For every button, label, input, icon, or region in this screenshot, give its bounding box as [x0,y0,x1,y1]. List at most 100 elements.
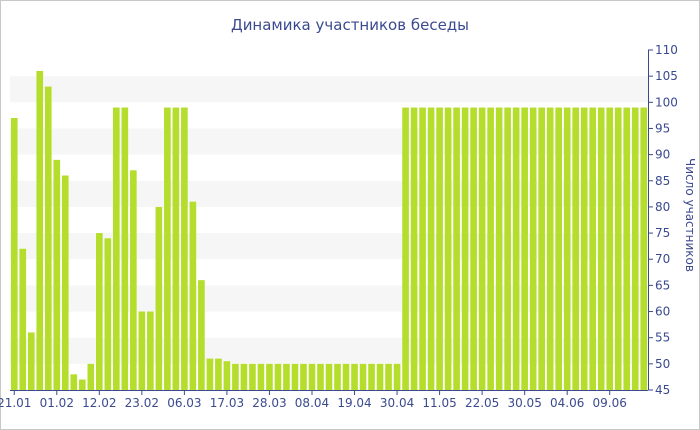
x-tick-label: 09.06 [593,396,627,410]
bar[interactable] [385,363,392,390]
bar[interactable] [291,363,299,390]
x-tick-label: 22.05 [465,396,499,410]
bar[interactable] [78,379,86,390]
y-tick-label: 95 [655,121,670,135]
bar[interactable] [104,238,112,390]
bar[interactable] [283,363,290,390]
bar[interactable] [61,175,69,390]
bar[interactable] [300,363,307,390]
bar[interactable] [376,363,384,390]
y-tick-label: 60 [655,305,670,319]
y-tick-label: 75 [655,226,670,240]
bar[interactable] [512,107,520,391]
y-tick-label: 65 [655,278,670,292]
bar[interactable] [538,107,545,391]
bar[interactable] [368,363,375,390]
x-tick-label: 19.04 [337,396,371,410]
x-tick-label: 30.05 [507,396,541,410]
y-tick-label: 70 [655,252,670,266]
bar[interactable] [546,107,554,391]
x-tick-label: 30.04 [380,396,414,410]
bar[interactable] [147,311,154,390]
bar[interactable] [572,107,580,391]
bar[interactable] [215,358,222,390]
bar[interactable] [70,374,78,390]
y-tick-label: 45 [655,383,670,397]
bar[interactable] [206,358,214,390]
bar[interactable] [580,107,588,391]
bar[interactable] [393,363,401,390]
bar[interactable] [589,107,597,391]
bar[interactable] [19,248,27,390]
bar[interactable] [359,363,367,390]
y-axis-ticks: 45 50 55 60 65 70 75 80 85 90 95 100 105 110 [648,43,678,397]
x-tick-label: 06.03 [167,396,201,410]
bar[interactable] [10,118,18,390]
bar[interactable] [198,280,205,390]
bar[interactable] [495,107,503,391]
bar[interactable] [351,363,358,390]
bar[interactable] [223,361,231,390]
bar[interactable] [521,107,528,391]
bar[interactable] [461,107,469,391]
bar[interactable] [232,363,239,390]
bar[interactable] [96,233,103,390]
bar[interactable] [529,107,537,391]
bar[interactable] [87,363,95,390]
bar[interactable] [155,206,163,390]
bar[interactable] [138,311,146,390]
grid-band [10,76,648,103]
y-axis-label: Число участников [683,158,697,272]
x-tick-label: 17.03 [210,396,244,410]
bar[interactable] [181,107,188,391]
bar[interactable] [308,363,316,390]
bar[interactable] [453,107,460,391]
bar[interactable] [606,107,614,391]
bar[interactable] [325,363,333,390]
bar[interactable] [563,107,571,391]
bar[interactable] [113,107,120,391]
bar[interactable] [402,107,409,391]
x-tick-label: 04.06 [550,396,584,410]
bar[interactable] [597,107,605,391]
bar[interactable] [240,363,248,390]
bar[interactable] [164,107,171,391]
bar[interactable] [274,363,282,390]
bar[interactable] [27,332,35,390]
x-tick-label: 23.02 [125,396,159,410]
bar[interactable] [470,107,477,391]
x-axis-ticks: 21.01 01.02 12.02 23.02 06.03 17.03 28.03 08.04… [0,390,627,410]
bar[interactable] [189,201,197,390]
y-tick-label: 90 [655,148,670,162]
bar[interactable] [640,107,648,391]
bar[interactable] [555,107,562,391]
bar[interactable] [172,107,180,391]
bar[interactable] [36,70,44,390]
bar[interactable] [487,107,494,391]
bar[interactable] [504,107,511,391]
bar[interactable] [121,107,129,391]
bar[interactable] [130,170,137,390]
bar[interactable] [623,107,631,391]
bar[interactable] [631,107,639,391]
bar[interactable] [44,86,52,390]
bar[interactable] [334,363,341,390]
bar[interactable] [410,107,418,391]
bar[interactable] [342,363,350,390]
bar[interactable] [436,107,443,391]
bar[interactable] [427,107,435,391]
y-tick-label: 80 [655,200,670,214]
bar[interactable] [317,363,324,390]
bar[interactable] [614,107,622,391]
bar[interactable] [266,363,273,390]
x-tick-label: 11.05 [422,396,456,410]
bar[interactable] [249,363,256,390]
y-tick-label: 105 [655,69,678,83]
chart-title: Динамика участников беседы [231,16,469,34]
bar[interactable] [257,363,265,390]
bar[interactable] [419,107,426,391]
bar[interactable] [53,159,61,390]
x-tick-label: 28.03 [252,396,286,410]
bar[interactable] [444,107,452,391]
bar[interactable] [478,107,486,391]
